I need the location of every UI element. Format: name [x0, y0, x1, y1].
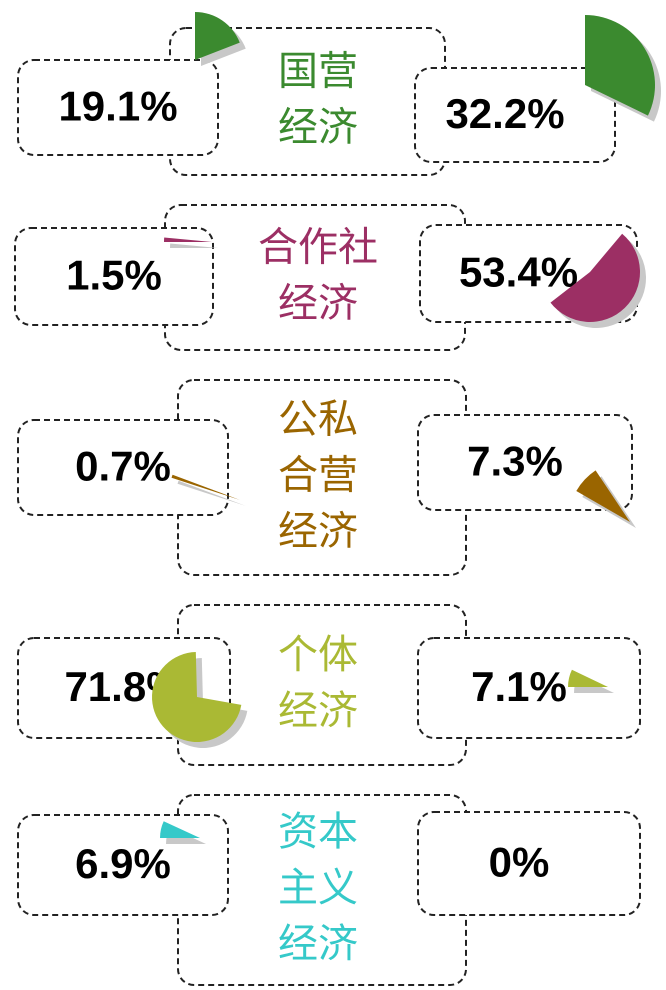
wedge: [171, 474, 240, 500]
sector-label: 合作社: [258, 225, 378, 271]
wedge: [568, 669, 608, 687]
wedge-shadow: [177, 480, 246, 506]
wedge: [550, 233, 640, 322]
right-value: 53.4%: [459, 249, 578, 296]
right-value: 32.2%: [445, 90, 564, 137]
sector-label: 国营: [278, 49, 358, 95]
sector-label: 公私: [278, 397, 358, 443]
sector-label: 经济: [278, 688, 358, 734]
wedge: [160, 821, 200, 838]
sector-label: 经济: [278, 105, 358, 151]
right-box: [417, 811, 641, 916]
wedge: [151, 652, 242, 742]
wedge: [164, 237, 212, 242]
wedge: [585, 15, 655, 116]
left-box: [17, 419, 229, 516]
wedge: [576, 470, 630, 522]
left-value: 0.7%: [75, 443, 171, 490]
right-box: [414, 67, 616, 163]
wedge: [195, 12, 240, 60]
sector-label: 经济: [278, 921, 358, 967]
left-value: 1.5%: [66, 252, 162, 299]
sector-label: 个体: [278, 632, 358, 678]
right-box: [417, 637, 641, 739]
right-value: 0%: [489, 839, 550, 886]
left-box: [17, 59, 219, 156]
sector-label: 主义: [278, 865, 358, 911]
wedge-shadow: [170, 243, 218, 248]
sector-label: 经济: [278, 509, 358, 555]
sector-label: 资本: [278, 809, 358, 855]
left-box: [14, 227, 214, 326]
left-value: 6.9%: [75, 840, 171, 887]
right-value: 7.1%: [471, 663, 567, 710]
sector-label: 经济: [278, 281, 358, 327]
right-box: [417, 414, 633, 511]
left-value: 19.1%: [58, 83, 177, 130]
right-value: 7.3%: [467, 438, 563, 485]
sector-label: 合营: [278, 453, 358, 499]
